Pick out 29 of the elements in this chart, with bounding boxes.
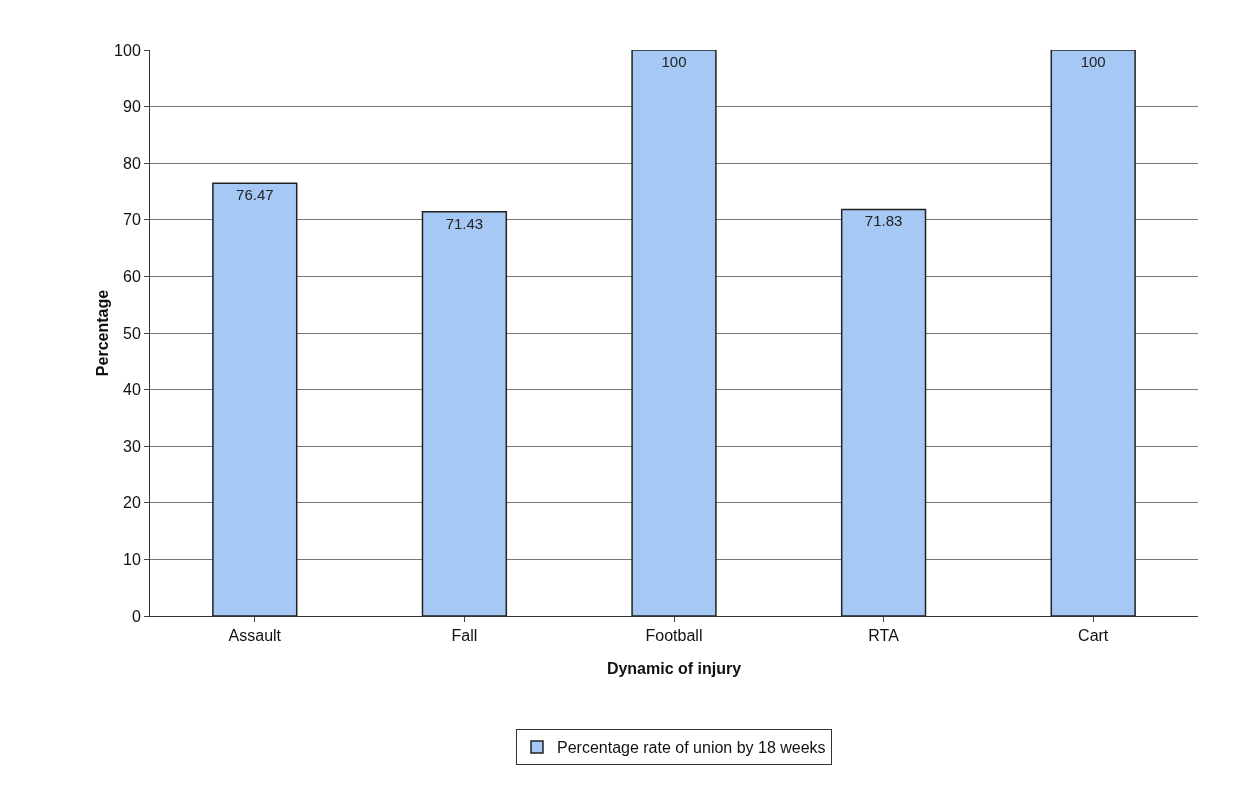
y-tick-label: 80: [123, 154, 141, 172]
data-label: 76.47: [236, 186, 274, 204]
bar: [212, 182, 298, 616]
x-tick-label: RTA: [868, 627, 900, 645]
data-label: 71.43: [445, 214, 484, 232]
y-tick-label: 40: [123, 381, 141, 399]
y-tick-label: 100: [114, 41, 141, 59]
y-tick-label: 10: [123, 551, 141, 568]
x-tick-label: Fall: [451, 627, 478, 645]
y-tick-label: 70: [123, 211, 141, 229]
y-tick-label: 60: [123, 268, 141, 285]
data-label: 100: [1080, 53, 1106, 70]
bar: [631, 50, 717, 616]
bar: [421, 210, 508, 616]
x-axis-title: Dynamic of injury: [606, 660, 742, 677]
x-tick-label: Assault: [228, 627, 282, 645]
bar: [840, 208, 927, 616]
y-tick-label: 0: [131, 607, 141, 625]
bar: [1050, 50, 1136, 616]
y-tick-label: 20: [123, 494, 141, 512]
y-axis-title: Percentage: [94, 289, 111, 377]
y-tick-label: 90: [123, 98, 141, 116]
data-label: 100: [661, 53, 687, 70]
x-tick-label: Cart: [1078, 627, 1109, 645]
data-label: 71.83: [864, 212, 903, 230]
x-tick-label: Football: [645, 627, 703, 645]
legend-label: Percentage rate of union by 18 weeks: [557, 739, 826, 757]
y-tick-label: 30: [123, 437, 141, 455]
y-tick-label: 50: [123, 324, 141, 342]
